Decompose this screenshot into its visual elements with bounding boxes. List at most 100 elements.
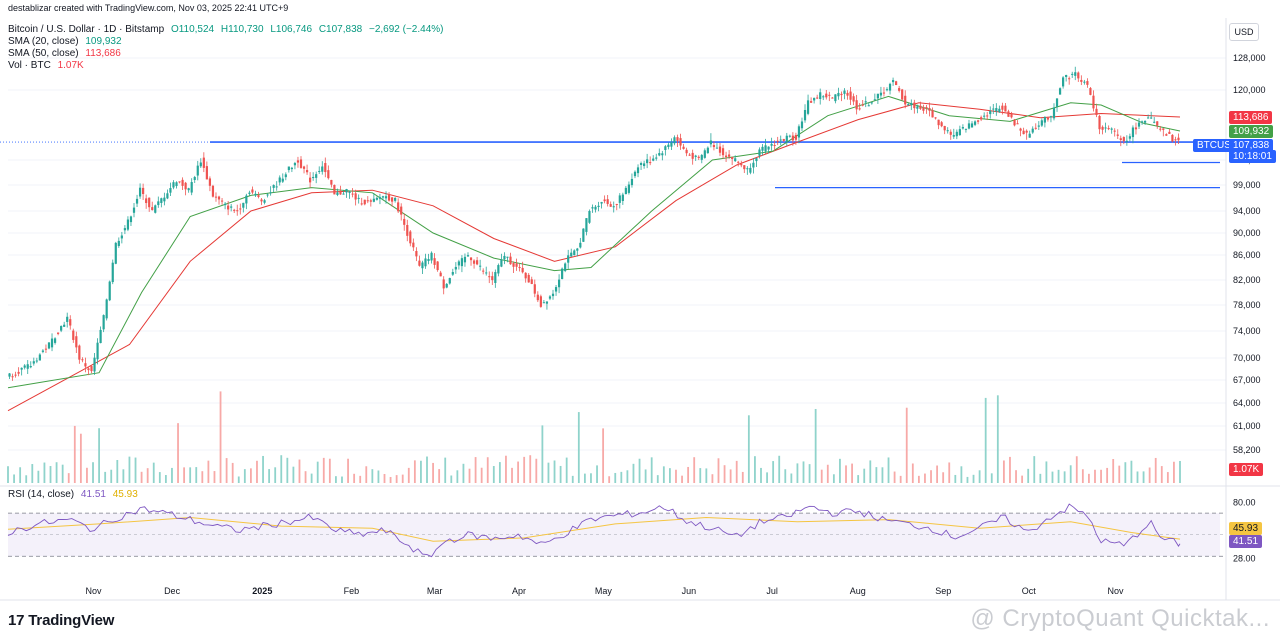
volume-legend[interactable]: Vol · BTC 1.07K — [8, 60, 88, 72]
volume-bar — [158, 472, 161, 483]
candle-body — [421, 262, 424, 269]
candle-body — [1165, 134, 1168, 136]
candle-body — [670, 142, 673, 147]
candle-body — [737, 161, 740, 163]
candle-body — [752, 162, 755, 168]
candles — [8, 66, 1180, 381]
volume-value: 1.07K — [57, 60, 84, 71]
volume-bar — [917, 475, 920, 483]
candle-body — [512, 263, 515, 267]
candle-body — [451, 272, 454, 275]
candle-body — [1025, 130, 1028, 133]
candle-body — [898, 88, 901, 91]
candle-body — [916, 106, 919, 109]
currency-button[interactable]: USD — [1229, 23, 1259, 41]
candle-body — [172, 182, 175, 188]
volume-bar — [577, 412, 580, 483]
volume-bar — [207, 460, 210, 483]
candle-body — [1037, 125, 1040, 127]
candle-body — [394, 197, 397, 201]
volume-bar — [359, 475, 362, 483]
volume-bar — [571, 475, 574, 483]
volume-bar — [796, 463, 799, 483]
volume-bar — [1045, 461, 1048, 483]
candle-body — [287, 166, 290, 171]
candle-body — [922, 107, 925, 111]
volume-bar — [711, 474, 714, 483]
candle-body — [1174, 139, 1177, 141]
volume-bar — [231, 462, 234, 483]
volume-bar — [219, 391, 222, 483]
candle-body — [673, 137, 676, 144]
rsi-legend[interactable]: RSI (14, close) 41.51 45.93 — [8, 489, 142, 501]
candle-body — [223, 203, 227, 206]
rsi-pane — [7, 503, 1226, 558]
candle-body — [639, 163, 643, 165]
rsi-tick-label: 80.00 — [1233, 497, 1256, 507]
candle-body — [718, 146, 722, 153]
candle-body — [53, 338, 57, 343]
candle-body — [296, 160, 300, 163]
candle-body — [746, 168, 749, 170]
volume-bar — [1148, 467, 1151, 483]
volume-bar — [523, 456, 526, 483]
candle-body — [876, 93, 879, 99]
candle-body — [919, 105, 922, 109]
candle-body — [1052, 107, 1056, 119]
horizontal-levels[interactable] — [0, 141, 1226, 189]
candle-body — [11, 376, 14, 378]
candle-body — [400, 206, 403, 215]
volume-bar — [954, 474, 957, 483]
candle-body — [548, 296, 552, 299]
candle-body — [967, 123, 971, 129]
candle-body — [132, 207, 136, 213]
volume-bar — [899, 475, 902, 483]
sma20-legend[interactable]: SMA (20, close) 109,932 — [8, 36, 126, 48]
volume-bar — [383, 473, 386, 483]
candle-body — [627, 184, 631, 193]
symbol-title: Bitcoin / U.S. Dollar · 1D · Bitstamp — [8, 24, 165, 35]
candle-body — [454, 266, 457, 270]
rsi-value: 41.51 — [80, 489, 106, 500]
tradingview-logo[interactable]: 17 TradingView — [8, 612, 114, 629]
candle-body — [1058, 88, 1062, 95]
volume-bar — [298, 459, 301, 483]
sma50-legend[interactable]: SMA (50, close) 113,686 — [8, 48, 125, 60]
candle-body — [524, 272, 527, 279]
volume-bar — [13, 474, 15, 483]
candle-body — [202, 157, 205, 168]
candle-body — [1168, 131, 1171, 134]
volume-bar — [110, 469, 113, 483]
volume-bar — [92, 462, 94, 483]
candle-body — [582, 228, 585, 242]
candle-body — [888, 83, 892, 91]
candle-body — [29, 366, 32, 368]
candle-body — [624, 187, 627, 195]
candle-body — [858, 108, 861, 110]
candle-body — [1159, 128, 1162, 130]
candle-body — [260, 199, 263, 202]
candle-body — [652, 158, 655, 161]
candle-body — [658, 153, 661, 156]
volume-bar — [620, 471, 623, 483]
candle-body — [500, 259, 503, 267]
volume-bar — [687, 466, 690, 483]
volume-bar — [802, 461, 805, 483]
volume-bar — [778, 455, 781, 483]
time-tick-label: Dec — [164, 586, 181, 596]
candle-body — [466, 255, 470, 257]
volume-bar — [146, 468, 149, 483]
candle-body — [242, 202, 245, 208]
price-tick-label: 90,000 — [1233, 228, 1261, 238]
candle-body — [539, 296, 542, 307]
candle-body — [712, 145, 716, 148]
volume-bar — [140, 471, 143, 483]
volume-bar — [122, 469, 125, 483]
ohlc-close: C107,838 — [318, 24, 363, 35]
candle-body — [591, 207, 594, 209]
candle-body — [1162, 128, 1165, 130]
candle-body — [1062, 77, 1065, 87]
volume-bar — [1106, 467, 1109, 483]
candle-body — [26, 364, 29, 369]
